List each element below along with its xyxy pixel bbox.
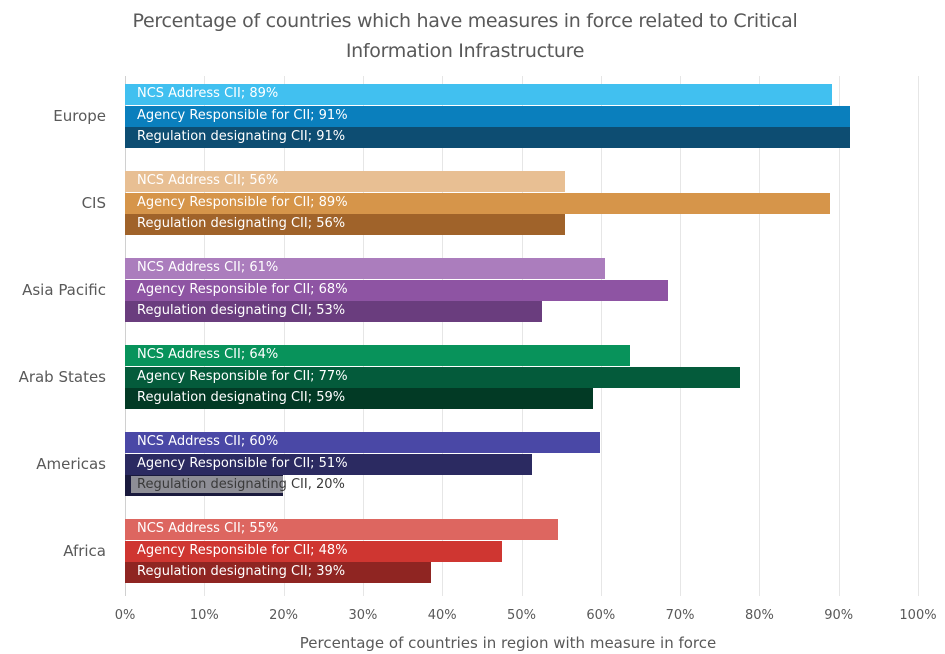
- gridline: [442, 76, 444, 596]
- bar: Regulation designating CII; 59%: [125, 388, 593, 410]
- x-tick-label: 90%: [824, 608, 854, 623]
- chart-title-line-2: Information Infrastructure: [345, 40, 585, 62]
- gridline: [204, 76, 206, 596]
- gridline: [918, 76, 919, 596]
- bar: NCS Address CII; 60%: [125, 432, 600, 453]
- chart-title-line-1: Percentage of countries which have measu…: [132, 10, 798, 32]
- bar-data-label: Regulation designating CII, 20%: [131, 476, 349, 494]
- bar: Regulation designating CII, 20%: [125, 475, 349, 497]
- bar: Regulation designating CII; 39%: [125, 562, 432, 584]
- category-label: Asia Pacific: [22, 280, 106, 299]
- x-tick-label: 70%: [665, 608, 695, 623]
- bar: Agency Responsible for CII; 89%: [125, 192, 830, 214]
- x-tick-label: 60%: [586, 608, 616, 623]
- bar-data-label: NCS Address CII; 55%: [137, 521, 279, 536]
- bar: Agency Responsible for CII; 68%: [125, 279, 669, 301]
- bar: NCS Address CII; 55%: [125, 519, 558, 540]
- bar: Regulation designating CII; 56%: [125, 214, 566, 236]
- category-label: CIS: [81, 193, 106, 212]
- bar-data-label: Agency Responsible for CII; 51%: [137, 455, 348, 471]
- bar-data-label: Regulation designating CII; 56%: [137, 216, 346, 232]
- bar: Regulation designating CII; 91%: [125, 127, 850, 149]
- bar: NCS Address CII; 89%: [125, 84, 833, 105]
- category-label: Africa: [63, 541, 106, 560]
- x-axis-label: Percentage of countries in region with m…: [299, 634, 717, 652]
- bar-data-label: Agency Responsible for CII; 77%: [137, 368, 348, 384]
- y-axis-line: [125, 76, 126, 596]
- category-label: Arab States: [18, 367, 106, 386]
- chart-title: Percentage of countries which have measu…: [0, 6, 930, 66]
- bar-data-label: NCS Address CII; 60%: [137, 434, 279, 449]
- bar-data-label: Agency Responsible for CII; 68%: [137, 281, 348, 297]
- x-tick-label: 10%: [189, 608, 219, 623]
- bar-data-label: Agency Responsible for CII; 89%: [137, 194, 348, 210]
- bar-data-label: Regulation designating CII; 91%: [137, 129, 346, 145]
- x-tick-label: 0%: [114, 608, 136, 623]
- x-tick-label: 30%: [348, 608, 378, 623]
- bar-data-label: NCS Address CII; 64%: [137, 347, 279, 362]
- bar: Agency Responsible for CII; 51%: [125, 453, 532, 475]
- gridline: [600, 76, 602, 596]
- gridline: [759, 76, 761, 596]
- plot-area: [125, 76, 919, 596]
- bar-data-label: NCS Address CII; 56%: [137, 173, 279, 188]
- bar-data-label: NCS Address CII; 61%: [137, 260, 279, 275]
- bar: Regulation designating CII; 53%: [125, 301, 543, 323]
- bar-data-label: Agency Responsible for CII; 91%: [137, 107, 348, 123]
- bar-data-label: NCS Address CII; 89%: [137, 86, 279, 101]
- category-label: Americas: [36, 454, 106, 473]
- bar: NCS Address CII; 56%: [125, 171, 566, 192]
- bar: Agency Responsible for CII; 91%: [125, 105, 850, 127]
- x-tick-label: 50%: [507, 608, 536, 623]
- bar: Agency Responsible for CII; 48%: [125, 540, 503, 562]
- category-label: Europe: [53, 106, 106, 125]
- bar-data-label: Agency Responsible for CII; 48%: [137, 542, 348, 558]
- gridline: [283, 76, 285, 596]
- bar: Agency Responsible for CII; 77%: [125, 366, 741, 388]
- gridline: [521, 76, 523, 596]
- bar-data-label: Regulation designating CII; 39%: [137, 564, 346, 580]
- bar: NCS Address CII; 64%: [125, 345, 631, 366]
- x-tick-label: 20%: [269, 608, 299, 623]
- gridline: [680, 76, 682, 596]
- bar: NCS Address CII; 61%: [125, 258, 605, 279]
- bar-data-label: Regulation designating CII; 59%: [137, 390, 346, 406]
- gridline: [838, 76, 840, 596]
- x-tick-label: 80%: [744, 608, 774, 623]
- bar-data-label: Regulation designating CII; 53%: [137, 303, 346, 319]
- x-tick-label: 100%: [899, 608, 937, 623]
- x-tick-label: 40%: [427, 608, 457, 623]
- gridline: [362, 76, 364, 596]
